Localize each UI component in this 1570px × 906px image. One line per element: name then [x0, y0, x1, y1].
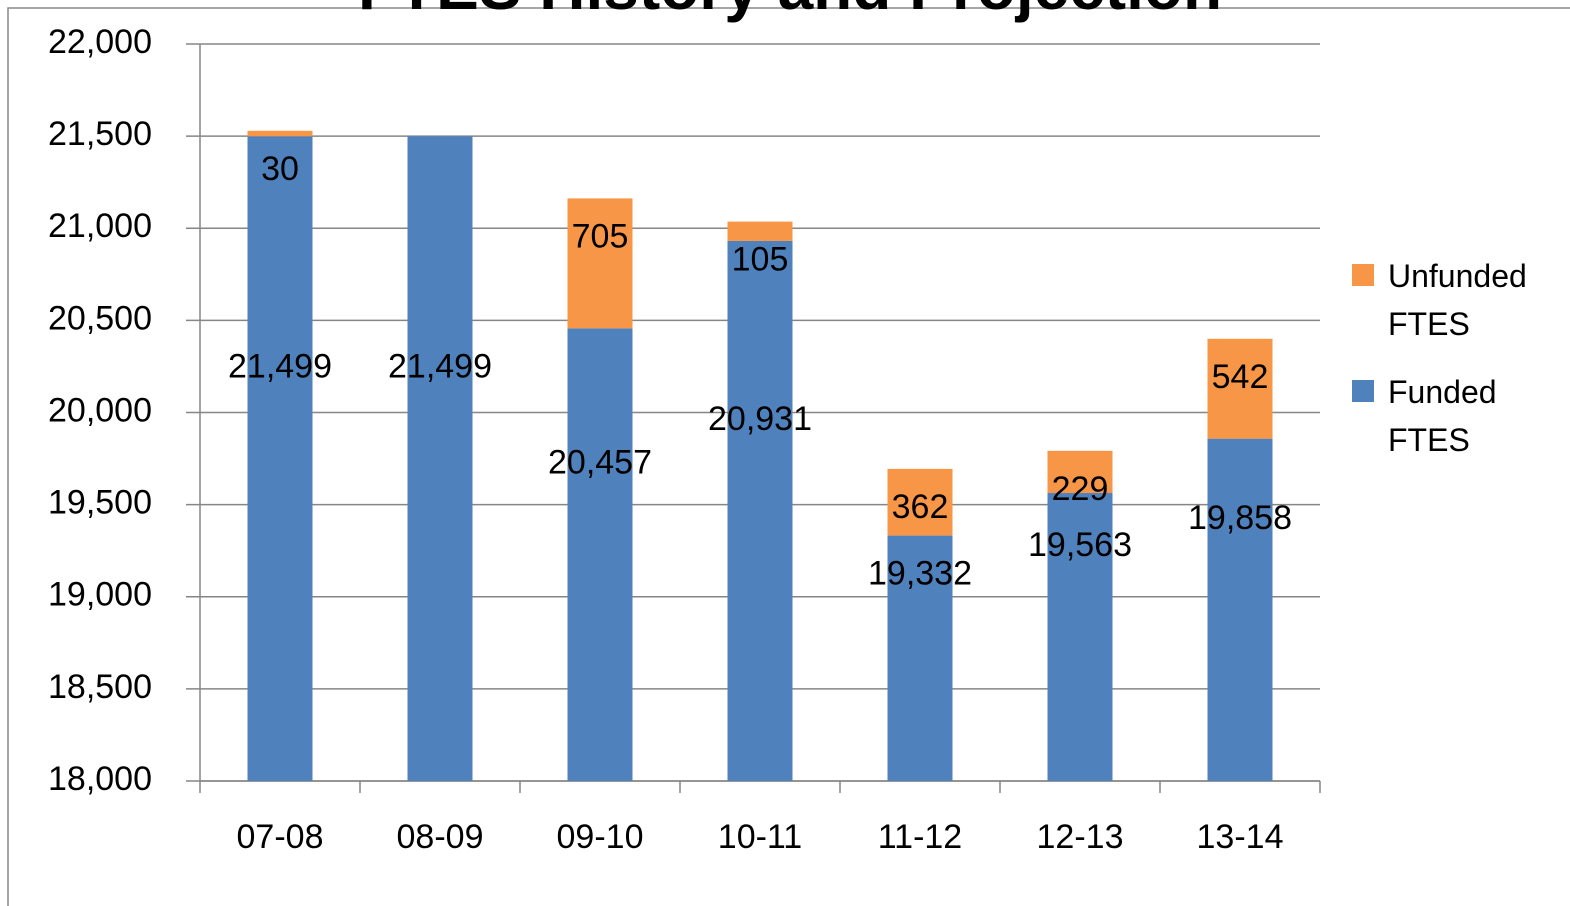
- legend: Unfunded FTES Funded FTES: [1352, 252, 1552, 484]
- data-label: 21,499: [228, 348, 332, 386]
- y-tick-label: 18,000: [48, 760, 152, 798]
- legend-swatch: [1352, 380, 1374, 402]
- bar-segment: [887, 535, 953, 781]
- x-tick-label: 10-11: [718, 818, 802, 856]
- data-label: 19,858: [1188, 499, 1292, 537]
- legend-swatch: [1352, 264, 1374, 286]
- data-label: 20,931: [708, 400, 812, 438]
- y-tick-label: 19,000: [48, 576, 152, 614]
- bar-segment: [1047, 450, 1113, 494]
- bar-segment: [1207, 338, 1273, 439]
- bar-segment: [567, 328, 633, 781]
- data-label: 705: [572, 217, 629, 255]
- legend-label: Unfunded FTES: [1388, 258, 1527, 342]
- chart-title: FTES History and Projection: [358, 0, 1222, 23]
- y-tick-label: 21,000: [48, 207, 152, 245]
- bar-segment: [887, 468, 953, 536]
- y-tick-label: 19,500: [48, 484, 152, 522]
- x-tick-label: 11-12: [878, 818, 962, 856]
- data-label: 362: [892, 488, 949, 526]
- y-tick-label: 20,000: [48, 391, 152, 429]
- data-label: 229: [1052, 470, 1109, 508]
- bar-segment: [247, 130, 313, 137]
- bar-segment: [1207, 438, 1273, 781]
- y-tick-label: 22,000: [48, 23, 152, 61]
- data-label: 20,457: [548, 444, 652, 482]
- data-label: 19,563: [1028, 526, 1132, 564]
- chart-frame: [7, 7, 1570, 906]
- data-label: 21,499: [388, 348, 492, 386]
- y-tick-label: 21,500: [48, 115, 152, 153]
- x-tick-label: 13-14: [1197, 818, 1284, 856]
- bar-segment: [567, 198, 633, 329]
- data-label: 30: [261, 150, 299, 188]
- data-label: 105: [732, 241, 789, 279]
- legend-item: Unfunded FTES: [1352, 252, 1552, 348]
- bar-segment: [407, 136, 473, 781]
- bar-segment: [727, 240, 793, 781]
- data-label: 19,332: [868, 555, 972, 593]
- legend-label: Funded FTES: [1388, 374, 1497, 458]
- data-label: 542: [1212, 358, 1269, 396]
- bar-segment: [247, 136, 313, 781]
- x-tick-label: 08-09: [397, 818, 484, 856]
- legend-item: Funded FTES: [1352, 368, 1552, 464]
- bar-segment: [1047, 493, 1113, 781]
- y-tick-label: 18,500: [48, 668, 152, 706]
- bar-segment: [727, 221, 793, 241]
- y-tick-label: 20,500: [48, 299, 152, 337]
- x-tick-label: 07-08: [237, 818, 324, 856]
- x-tick-label: 12-13: [1037, 818, 1124, 856]
- x-tick-label: 09-10: [557, 818, 644, 856]
